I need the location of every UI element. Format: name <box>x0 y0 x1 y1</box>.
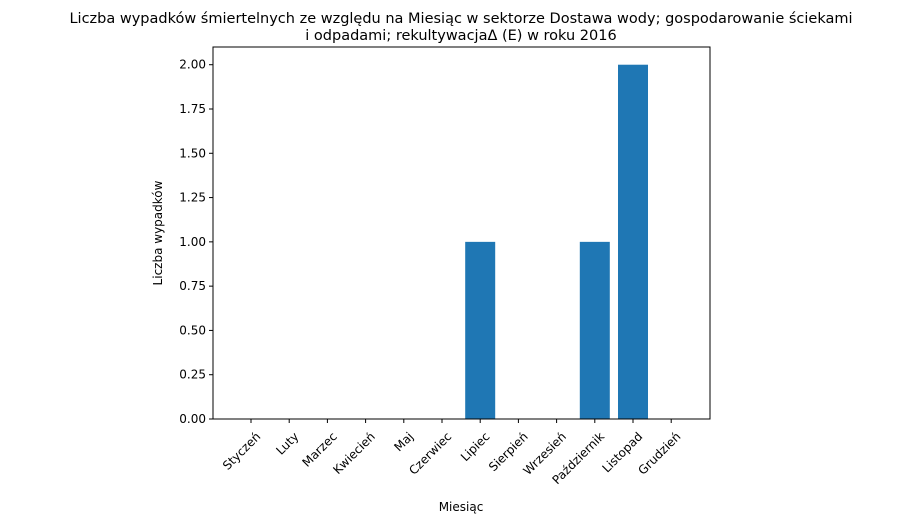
chart-title-line-1: Liczba wypadków śmiertelnych ze względu … <box>69 11 852 27</box>
y-tick-label: 1.25 <box>179 191 206 205</box>
chart-title-line-2: i odpadami; rekultywacjaΔ (E) w roku 201… <box>305 28 616 44</box>
y-axis: 0.00 0.25 0.50 0.75 1.00 1.25 1.50 1.75 2.00 <box>179 58 213 426</box>
bar-lipiec <box>465 241 496 419</box>
x-tick-label: Styczeń <box>220 429 263 472</box>
x-tick-label: Luty <box>273 429 301 457</box>
y-axis-label: Liczba wypadków <box>151 180 165 285</box>
y-tick-label: 1.75 <box>179 102 206 116</box>
plot-frame <box>212 46 711 420</box>
y-tick-label: 1.50 <box>179 146 206 160</box>
y-tick-label: 1.00 <box>179 235 206 249</box>
y-tick-label: 0.50 <box>179 323 206 337</box>
bar-listopad <box>618 64 648 420</box>
x-tick-label: Kwiecień <box>330 429 378 477</box>
x-axis-label: Miesiąc <box>439 500 484 514</box>
y-tick-label: 2.00 <box>179 58 206 72</box>
bars-group <box>465 64 648 420</box>
x-tick-label: Lipiec <box>458 429 493 464</box>
x-tick-label: Maj <box>391 429 416 454</box>
y-tick-label: 0.75 <box>179 279 206 293</box>
bar-październik <box>579 241 610 419</box>
y-tick-label: 0.00 <box>179 412 206 426</box>
y-tick-label: 0.25 <box>179 368 206 382</box>
